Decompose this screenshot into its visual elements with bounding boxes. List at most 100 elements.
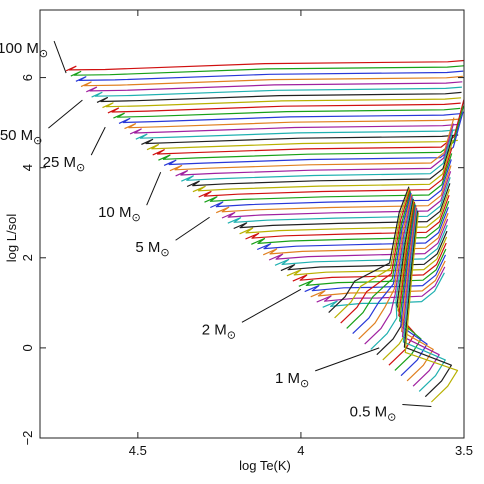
evolutionary-track [280, 230, 448, 272]
solar-symbol: ⊙ [33, 135, 42, 147]
mass-label-text: 25 M [43, 154, 76, 171]
y-tick-label: 0 [20, 344, 35, 351]
evolutionary-track [346, 191, 412, 329]
mass-label-leader [146, 171, 162, 206]
mass-label: 50 M⊙ [0, 127, 42, 147]
mass-label-leader [53, 40, 67, 74]
evolutionary-track [107, 102, 461, 114]
evolutionary-track [394, 203, 422, 371]
mass-label: 10 M⊙ [98, 204, 141, 224]
mass-label: 2 M⊙ [202, 321, 236, 341]
evolutionary-track [91, 86, 462, 98]
evolutionary-track [401, 206, 434, 382]
mass-label-leader [241, 288, 302, 323]
mass-label-text: 1 M [275, 370, 300, 387]
evolutionary-track [169, 117, 455, 172]
evolutionary-track [80, 75, 463, 88]
evolutionary-track [141, 134, 459, 145]
x-tick-label: 4.5 [129, 443, 147, 458]
evolutionary-track [129, 123, 460, 135]
evolutionary-track [210, 159, 452, 209]
evolutionary-track [352, 192, 412, 335]
evolutionary-track [221, 171, 452, 219]
evolutionary-track [102, 97, 462, 109]
axis-ticks: 4.5 4 3.5 −2 0 2 4 6 [20, 10, 473, 458]
evolutionary-track [233, 183, 451, 230]
evolutionary-track [75, 70, 464, 82]
evolutionary-track [239, 189, 451, 235]
evolutionary-track [286, 236, 448, 277]
mass-label: 0.5 M⊙ [350, 403, 397, 423]
evolutionary-track [198, 147, 453, 198]
solar-symbol: ⊙ [387, 411, 396, 423]
solar-symbol: ⊙ [39, 48, 48, 60]
evolutionary-track [86, 81, 463, 93]
evolutionary-track [181, 129, 454, 182]
y-axis-label: log L/sol [4, 214, 19, 263]
evolutionary-track [135, 129, 459, 140]
mass-label-leader [402, 403, 432, 407]
evolutionary-track [370, 197, 414, 350]
mass-label-leader [175, 216, 210, 241]
evolutionary-track [322, 272, 445, 308]
y-tick-label: 6 [20, 74, 35, 81]
evolutionary-track [192, 141, 453, 193]
y-tick-label: 4 [20, 164, 35, 171]
x-tick-label: 4 [297, 443, 304, 458]
evolutionary-track [70, 65, 464, 77]
evolutionary-track [400, 205, 428, 377]
evolutionary-track [186, 135, 454, 188]
mass-label: 5 M⊙ [135, 239, 169, 259]
evolutionary-track [113, 107, 461, 119]
mass-label: 100 M⊙ [0, 40, 48, 60]
mass-label-text: 2 M [202, 321, 227, 338]
evolutionary-tracks [65, 59, 465, 403]
evolutionary-track [328, 186, 410, 314]
evolutionary-track [215, 165, 452, 214]
mass-label-text: 100 M [0, 40, 39, 57]
evolutionary-track [403, 211, 452, 398]
evolutionary-track [96, 91, 462, 103]
mass-label-leader [90, 126, 106, 156]
evolutionary-track [316, 266, 446, 303]
y-tick-label: −2 [20, 431, 35, 446]
evolutionary-track [292, 242, 447, 282]
solar-symbol: ⊙ [76, 162, 85, 174]
evolutionary-track [404, 212, 459, 403]
x-axis-label: log Te(K) [239, 458, 291, 473]
evolutionary-track [124, 118, 460, 130]
evolutionary-track [175, 123, 455, 177]
solar-symbol: ⊙ [300, 378, 309, 390]
evolutionary-track [245, 194, 450, 240]
evolutionary-track [304, 254, 447, 293]
mass-label-leader [315, 347, 380, 372]
evolutionary-track [227, 177, 451, 224]
evolutionary-track [118, 113, 460, 124]
y-tick-label: 2 [20, 254, 35, 261]
evolutionary-track [146, 139, 458, 151]
evolutionary-track [204, 153, 453, 203]
evolutionary-track [310, 260, 446, 298]
mass-label: 25 M⊙ [43, 154, 86, 174]
evolutionary-track [401, 208, 440, 387]
evolutionary-track [262, 212, 449, 256]
mass-label-text: 5 M [135, 239, 160, 256]
evolutionary-track [402, 209, 446, 392]
evolutionary-track [65, 59, 465, 72]
solar-symbol: ⊙ [227, 329, 236, 341]
plot-frame [39, 9, 465, 439]
evolutionary-track [256, 206, 449, 251]
evolutionary-track [251, 200, 450, 245]
evolutionary-track [358, 194, 413, 340]
evolutionary-track [340, 189, 411, 324]
mass-label-text: 0.5 M [350, 403, 388, 420]
mass-label-text: 50 M [0, 127, 33, 144]
solar-symbol: ⊙ [131, 212, 140, 224]
mass-label-text: 10 M [98, 204, 131, 221]
solar-symbol: ⊙ [160, 247, 169, 259]
evolutionary-track [334, 188, 411, 319]
mass-label-leaders: 100 M⊙50 M⊙25 M⊙10 M⊙5 M⊙2 M⊙1 M⊙0.5 M⊙ [0, 40, 432, 423]
evolutionary-track [268, 218, 449, 261]
evolutionary-track [274, 224, 448, 266]
